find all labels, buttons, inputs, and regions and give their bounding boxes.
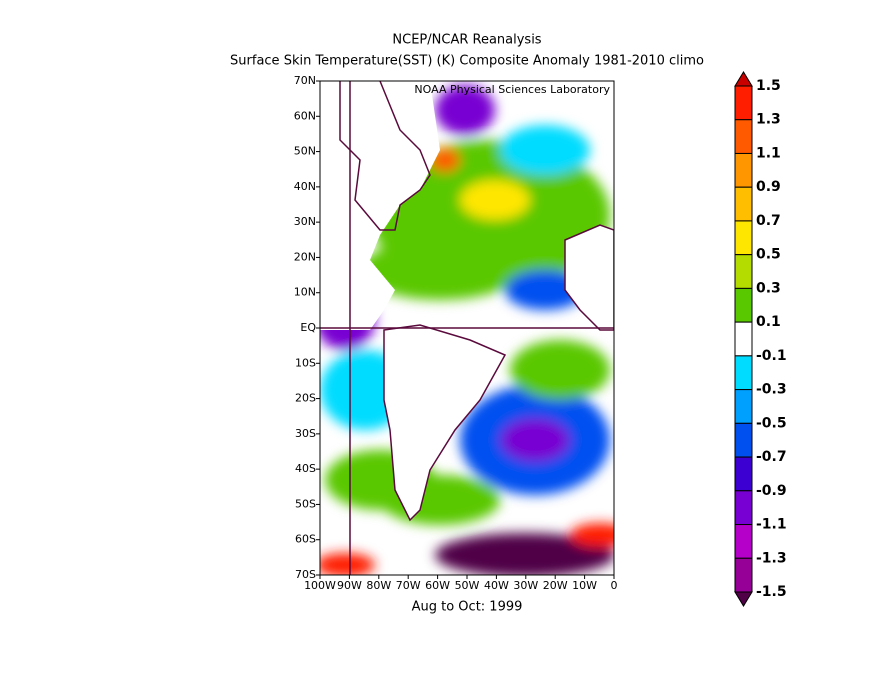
colorbar-box bbox=[734, 287, 753, 323]
lat-tick-label: 60S bbox=[295, 533, 316, 546]
lon-tick-label: 40W bbox=[484, 579, 509, 592]
colorbar-box bbox=[734, 186, 753, 222]
lon-tick-label: 90W bbox=[337, 579, 362, 592]
colorbar-label: 0.1 bbox=[756, 314, 781, 330]
period: Aug to Oct: 1999 bbox=[412, 600, 523, 615]
lat-tick-label: 20N bbox=[294, 250, 316, 263]
colorbar-box bbox=[734, 220, 753, 256]
lon-tick-label: 60W bbox=[425, 579, 450, 592]
lat-tick-label: 30N bbox=[294, 215, 316, 228]
colorbar-label: -0.9 bbox=[756, 483, 787, 499]
colorbar-label: 1.1 bbox=[756, 145, 781, 161]
colorbar-box bbox=[734, 355, 753, 391]
lon-tick-label: 30W bbox=[513, 579, 538, 592]
colorbar-label: -0.3 bbox=[756, 382, 787, 398]
colorbar-label: 1.3 bbox=[756, 112, 781, 128]
colorbar-box bbox=[734, 119, 753, 154]
colorbar-label: 0.3 bbox=[756, 280, 781, 296]
subtitle: Surface Skin Temperature(SST) (K) Compos… bbox=[230, 54, 704, 69]
lat-tick-label: 40N bbox=[294, 180, 316, 193]
colorbar-label: -1.1 bbox=[756, 517, 787, 533]
lat-tick-label: 10N bbox=[294, 286, 316, 299]
colorbar-box bbox=[734, 557, 753, 593]
colorbar-end bbox=[734, 71, 753, 87]
lon-tick-label: 0 bbox=[611, 579, 618, 592]
colorbar-label: -1.3 bbox=[756, 550, 787, 566]
lat-tick-label: EQ bbox=[300, 321, 316, 334]
lat-tick-label: 20S bbox=[295, 392, 316, 405]
colorbar-label: -1.5 bbox=[756, 584, 787, 600]
colorbar-box bbox=[734, 321, 753, 357]
colorbar-box bbox=[734, 152, 753, 188]
lon-tick-label: 80W bbox=[366, 579, 391, 592]
lat-tick-label: 50N bbox=[294, 145, 316, 158]
lat-tick-label: 70S bbox=[295, 568, 316, 581]
lon-tick-label: 10W bbox=[572, 579, 597, 592]
colorbar-label: -0.1 bbox=[756, 348, 787, 364]
colorbar-end bbox=[734, 591, 753, 607]
lat-tick-label: 30S bbox=[295, 427, 316, 440]
colorbar-label: 0.9 bbox=[756, 179, 781, 195]
colorbar-box bbox=[734, 422, 753, 458]
credit: NOAA Physical Sciences Laboratory bbox=[414, 83, 610, 96]
colorbar-box bbox=[734, 254, 753, 289]
lon-tick-label: 50W bbox=[455, 579, 480, 592]
lat-tick-label: 40S bbox=[295, 462, 316, 475]
colorbar-label: 0.7 bbox=[756, 213, 781, 229]
lat-tick-label: 50S bbox=[295, 497, 316, 510]
colorbar-label: -0.5 bbox=[756, 415, 787, 431]
lon-tick-label: 20W bbox=[543, 579, 568, 592]
title: NCEP/NCAR Reanalysis bbox=[392, 33, 541, 48]
anomaly-field bbox=[320, 81, 614, 575]
colorbar-label: 1.5 bbox=[756, 78, 781, 94]
lat-tick-label: 70N bbox=[294, 74, 316, 87]
colorbar-label: 0.5 bbox=[756, 247, 781, 263]
lat-tick-label: 60N bbox=[294, 109, 316, 122]
colorbar-box bbox=[734, 389, 753, 424]
colorbar-box bbox=[734, 524, 753, 559]
colorbar-box bbox=[734, 456, 753, 492]
colorbar-box bbox=[734, 85, 753, 121]
lat-tick-label: 10S bbox=[295, 356, 316, 369]
lon-tick-label: 70W bbox=[396, 579, 421, 592]
colorbar-box bbox=[734, 490, 753, 526]
lon-tick-label: 100W bbox=[304, 579, 336, 592]
colorbar-label: -0.7 bbox=[756, 449, 787, 465]
